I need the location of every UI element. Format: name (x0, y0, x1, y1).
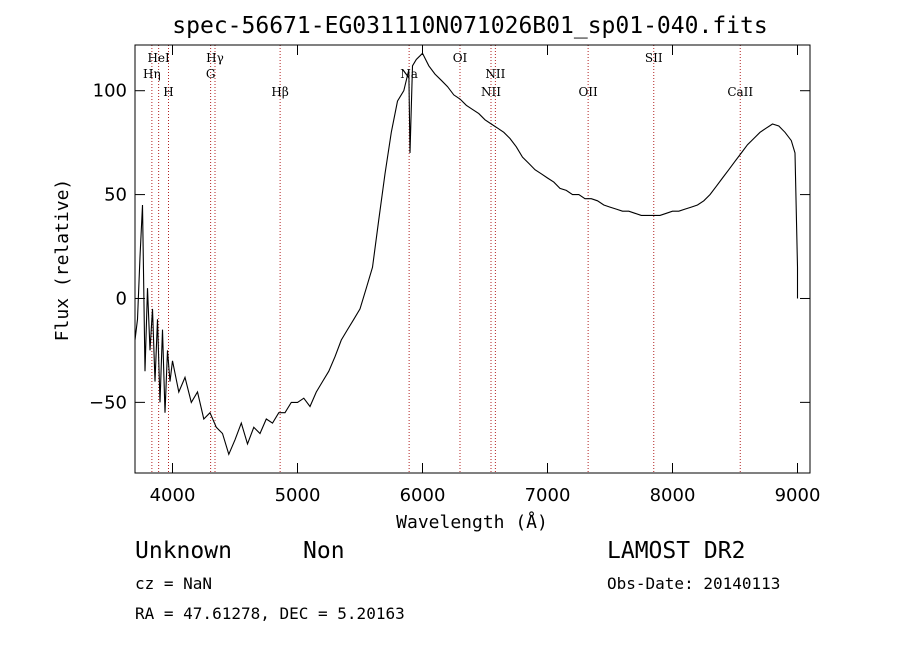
spectral-line-markers (151, 45, 741, 473)
plot-frame (134, 44, 811, 474)
x-tick-label: 4000 (150, 485, 196, 506)
y-tick-label: 0 (116, 288, 127, 309)
x-axis-label: Wavelength (Å) (396, 511, 548, 533)
survey-name: LAMOST DR2 (607, 538, 746, 564)
spectral-line-label: H (163, 85, 173, 99)
x-tick-label: 5000 (275, 485, 321, 506)
x-tick-label: 7000 (525, 485, 571, 506)
spectral-line-label: Hγ (206, 51, 224, 65)
x-tick-label: 8000 (650, 485, 696, 506)
x-tick-label: 6000 (400, 485, 446, 506)
y-axis-label: Flux (relative) (52, 179, 73, 342)
spectrum-line (134, 52, 799, 456)
coordinates-text: RA = 47.61278, DEC = 5.20163 (135, 604, 405, 623)
y-axis: −50 0 50 100 (89, 81, 810, 413)
object-subclass: Non (303, 538, 345, 564)
y-tick-label: −50 (89, 392, 127, 413)
y-tick-label: 50 (104, 185, 127, 206)
spectral-line-label: NII (485, 67, 505, 81)
object-class: Unknown (135, 538, 232, 564)
spectral-line-label: SII (645, 51, 663, 65)
obs-date-text: Obs-Date: 20140113 (607, 574, 781, 593)
x-tick-label: 9000 (775, 485, 821, 506)
spectral-line-label: Hη (143, 67, 161, 81)
redshift-text: cz = NaN (135, 574, 213, 593)
spectral-line-label: HeI (147, 51, 170, 65)
spectral-line-label: OII (578, 85, 598, 99)
spectral-line-label: CaII (727, 85, 753, 99)
spectral-line-label: NII (481, 85, 501, 99)
chart-title: spec-56671-EG031110N071026B01_sp01-040.f… (172, 13, 767, 39)
spectral-line-label: Hβ (271, 85, 288, 99)
y-tick-label: 100 (93, 81, 127, 102)
spectral-line-label: G (206, 67, 216, 81)
x-axis: 4000 5000 6000 7000 8000 9000 (150, 45, 821, 506)
spectral-line-label: OI (453, 51, 468, 65)
